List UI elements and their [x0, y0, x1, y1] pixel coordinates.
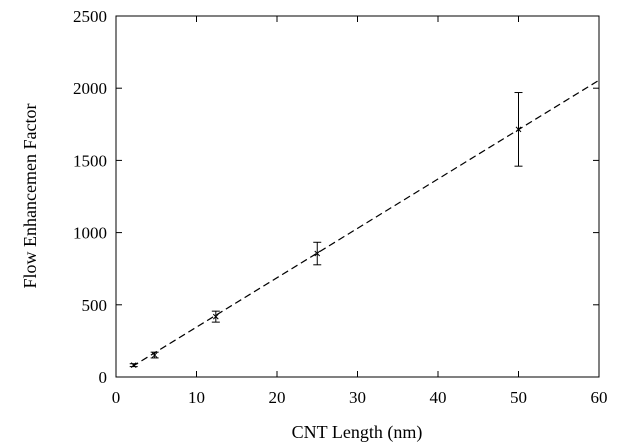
- x-axis-title: CNT Length (nm): [292, 422, 423, 443]
- y-tick-label-2: 1000: [73, 224, 107, 243]
- data-point-1: [150, 351, 159, 359]
- y-axis-title: Flow Enhancemen Factor: [20, 104, 40, 289]
- y-tick-label-5: 2500: [73, 7, 107, 26]
- marker-0: [130, 362, 137, 369]
- data-point-2: [211, 310, 220, 323]
- x-tick-labels: 0 10 20 30 40 50 60: [112, 388, 608, 407]
- y-tick-label-1: 500: [82, 296, 108, 315]
- ticks: [115, 15, 600, 378]
- data-point-0: [129, 362, 138, 369]
- x-tick-label-0: 0: [112, 388, 121, 407]
- fit-line: [131, 79, 600, 368]
- x-tick-label-6: 60: [591, 388, 608, 407]
- x-tick-label-1: 10: [188, 388, 205, 407]
- plot-area-frame: [115, 15, 600, 378]
- x-tick-label-4: 40: [430, 388, 447, 407]
- data-points: [129, 92, 523, 369]
- marker-3: [314, 250, 321, 257]
- data-point-3: [313, 241, 322, 266]
- x-tick-label-3: 30: [349, 388, 366, 407]
- y-tick-label-4: 2000: [73, 79, 107, 98]
- marker-4: [515, 126, 522, 133]
- y-tick-labels: 0 500 1000 1500 2000 2500: [73, 7, 107, 387]
- x-tick-label-2: 20: [269, 388, 286, 407]
- marker-2: [212, 313, 219, 320]
- y-tick-label-3: 1500: [73, 151, 107, 170]
- data-point-4: [514, 92, 523, 167]
- marker-1: [151, 352, 158, 358]
- x-tick-label-5: 50: [510, 388, 527, 407]
- fit-line-group: [131, 79, 600, 368]
- y-tick-label-0: 0: [99, 368, 108, 387]
